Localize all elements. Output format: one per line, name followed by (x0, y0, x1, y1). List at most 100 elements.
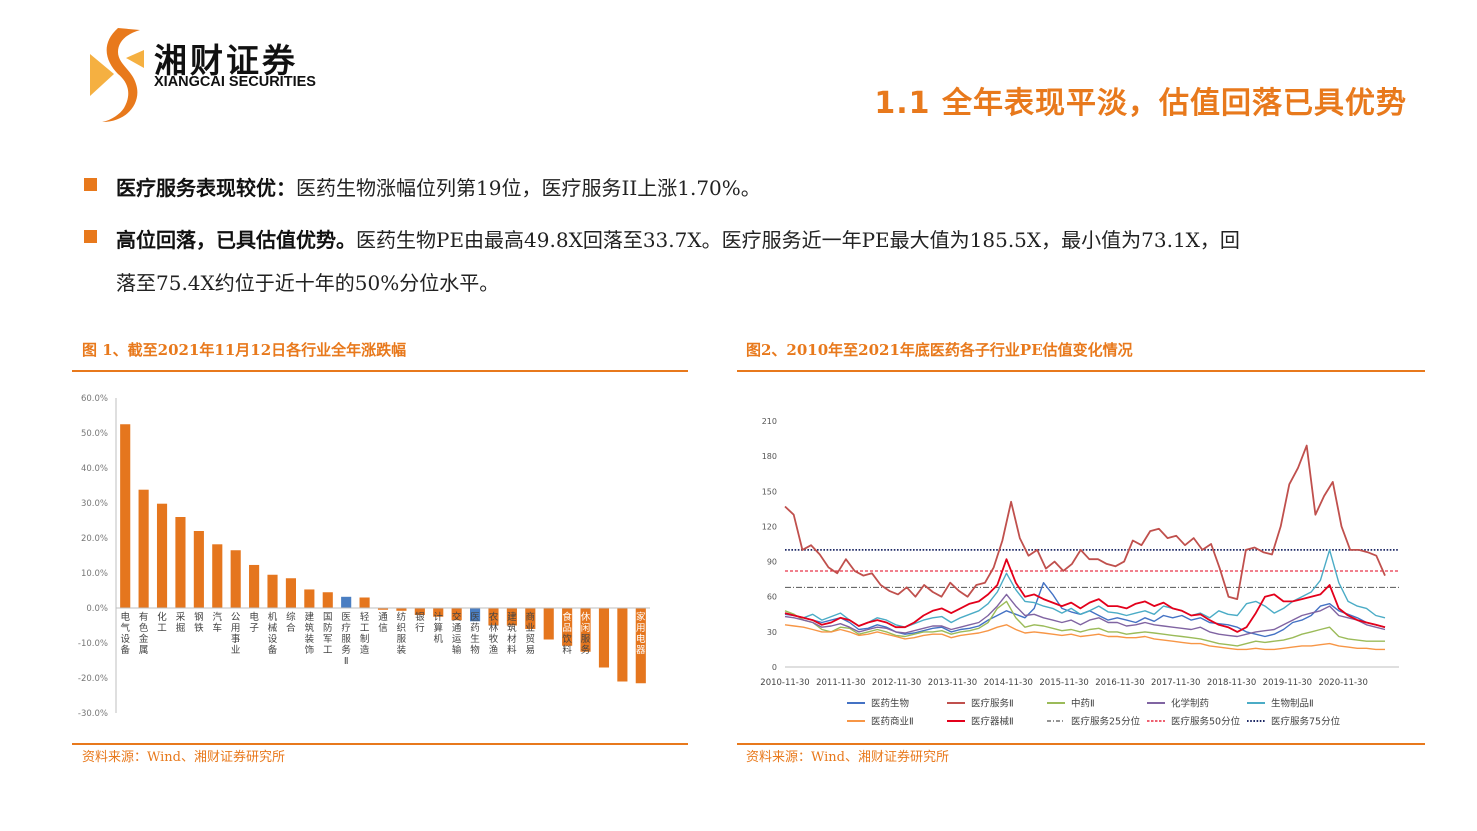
legend-item: 医药生物 (847, 698, 910, 710)
x-tick-char: 用 (636, 623, 646, 634)
legend-label: 中药Ⅱ (1071, 698, 1095, 710)
x-tick-char: 机 (268, 611, 278, 623)
x-tick-label: 2014-11-30 (984, 678, 1033, 688)
x-tick-char: 信 (378, 622, 388, 634)
line-chart: 210 180 150 120 90 60 30 0 2010-11-30 2011-11-30 2… (760, 417, 1399, 728)
x-tick-char: 生 (470, 633, 480, 645)
x-tick-char: 军 (323, 634, 333, 645)
x-tick-char: 医 (341, 612, 351, 623)
x-tick-char: 商 (526, 611, 536, 623)
x-tick-char: 电 (120, 611, 130, 623)
legend-label: 医疗服务25分位 (1071, 716, 1141, 728)
x-tick-char: 器 (636, 645, 646, 656)
series-line (784, 444, 1386, 601)
x-tick-label: 钢铁 (194, 611, 204, 634)
bar (322, 592, 333, 608)
y-tick-label: 40.0% (81, 464, 108, 474)
bar (525, 608, 536, 629)
x-tick-char: 交 (452, 611, 462, 623)
y-tick-label: 60 (767, 593, 777, 602)
x-tick-char: 汽 (213, 611, 223, 623)
x-tick-char: 用 (231, 623, 241, 634)
x-tick-char: 医 (470, 612, 480, 623)
x-tick-char: 综 (286, 611, 296, 623)
x-tick-char: 务 (581, 644, 591, 656)
fig2-title: 图2、2010年至2021年底医药各子行业PE估值变化情况 (746, 341, 1133, 359)
bar (562, 608, 573, 646)
y-tick-label: -10.0% (78, 639, 108, 649)
x-tick-char: 业 (526, 623, 536, 634)
bar (267, 574, 278, 608)
x-tick-char: 易 (526, 645, 536, 656)
series-line (784, 558, 1386, 633)
legend-item: 医疗器械Ⅱ (947, 716, 1014, 728)
section-title: 1.1 全年表现平淡，估值回落已具优势 (874, 86, 1407, 121)
legend-item: 医疗服务75分位 (1247, 716, 1341, 728)
x-tick-label: 采掘 (176, 612, 186, 634)
logo-chinese-name: 湘财证券 (154, 41, 298, 80)
x-tick-label: 2018-11-30 (1207, 678, 1256, 688)
x-tick-char: 服 (397, 634, 407, 645)
x-tick-char: 电 (249, 611, 259, 623)
x-tick-char: 银 (415, 611, 425, 623)
x-tick-char: 公 (231, 612, 241, 623)
x-tick-char: 渔 (489, 645, 499, 656)
legend-item: 中药Ⅱ (1047, 698, 1095, 710)
series-line (784, 593, 1386, 638)
bullet-2-text: 医药生物PE由最高49.8X回落至33.7X。医疗服务近一年PE最大值为185.… (356, 228, 1240, 252)
bar (341, 596, 352, 608)
bar (193, 531, 204, 608)
x-tick-label: 2020-11-30 (1318, 678, 1367, 688)
x-tick-char: 建 (507, 611, 517, 623)
bar (414, 608, 425, 615)
x-tick-char: 属 (139, 645, 149, 656)
fig1-top-rule (72, 370, 688, 372)
bar (488, 608, 499, 626)
x-tick-char: 林 (489, 622, 499, 634)
x-tick-char: 服 (341, 634, 351, 645)
bar (120, 424, 131, 608)
bar (212, 544, 223, 608)
x-tick-label: 汽车 (213, 611, 223, 634)
x-tick-label: 银行 (415, 611, 425, 634)
x-tick-char: 输 (452, 644, 462, 656)
x-tick-char: 轻 (360, 611, 370, 623)
series-line (784, 549, 1386, 628)
x-tick-char: 运 (452, 634, 462, 645)
y-tick-label: 120 (762, 522, 777, 531)
y-tick-label: 0 (772, 663, 777, 672)
x-tick-char: 饰 (305, 644, 315, 656)
fig2-bottom-rule (737, 743, 1425, 745)
x-tick-char: 疗 (341, 622, 351, 634)
x-tick-char: 筑 (305, 622, 315, 634)
y-tick-label: 60.0% (81, 394, 108, 404)
y-tick-label: 150 (762, 487, 777, 496)
x-tick-char: 闲 (581, 623, 591, 634)
bullet-paragraph-1: 医疗服务表现较优：医药生物涨幅位列第19位，医疗服务II上涨1.70%。 (116, 172, 761, 201)
x-tick-char: 备 (268, 644, 278, 656)
x-tick-char: 子 (249, 623, 259, 634)
bar (506, 608, 517, 626)
y-tick-label: 90 (767, 558, 777, 567)
bar (304, 589, 315, 608)
fig2-top-rule (737, 370, 1425, 372)
fig2-source: 资料来源：Wind、湘财证券研究所 (746, 750, 949, 765)
x-tick-char: 通 (378, 612, 388, 623)
x-tick-char: 织 (397, 622, 407, 634)
bar (230, 550, 241, 608)
x-tick-char: 备 (120, 644, 130, 656)
x-tick-label: 2015-11-30 (1039, 678, 1088, 688)
x-tick-label: 计算机 (433, 611, 443, 645)
legend-label: 化学制药 (1171, 698, 1209, 710)
xiangcai-logo-icon (90, 28, 144, 122)
x-tick-label: 2011-11-30 (816, 678, 865, 688)
